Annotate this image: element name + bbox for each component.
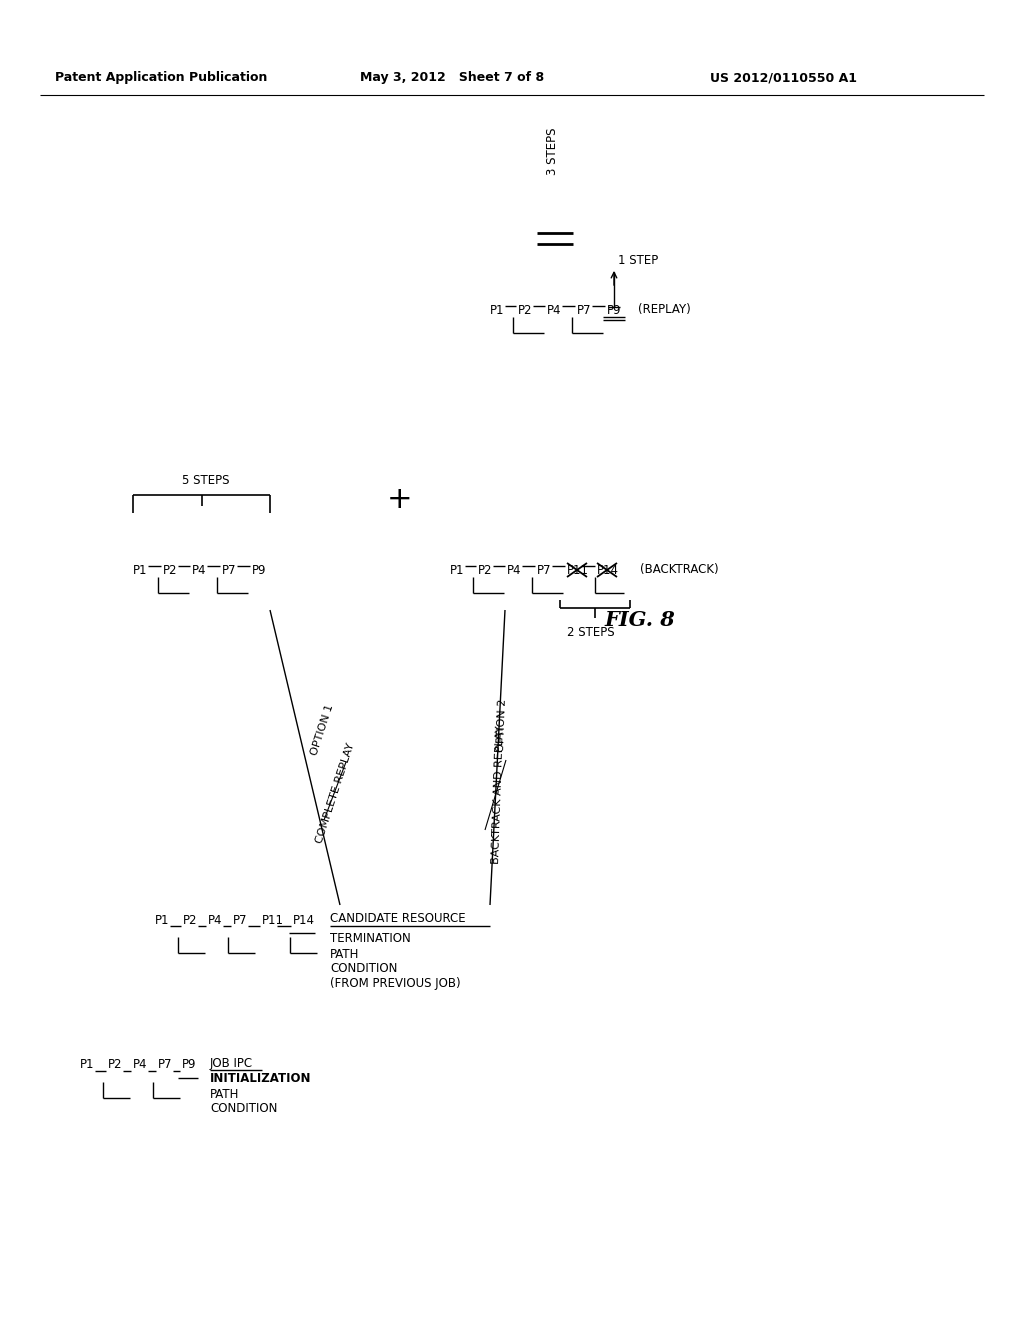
Text: Patent Application Publication: Patent Application Publication [55,71,267,84]
Text: P9: P9 [182,1059,197,1072]
Text: PATH: PATH [210,1088,240,1101]
Text: FIG. 8: FIG. 8 [604,610,676,630]
Text: +: + [387,486,413,515]
Text: OPTION 2: OPTION 2 [496,698,508,752]
Text: P4: P4 [133,1059,147,1072]
Text: P9: P9 [607,304,622,317]
Text: P7: P7 [158,1059,172,1072]
Text: 1 STEP: 1 STEP [618,253,658,267]
Text: BACKTRACK AND REPLAY: BACKTRACK AND REPLAY [490,726,506,865]
Text: P2: P2 [478,564,493,577]
Text: P14: P14 [597,564,618,577]
Text: P7: P7 [537,564,552,577]
Text: PATH: PATH [330,948,359,961]
Text: P1: P1 [155,913,170,927]
Text: (BACKTRACK): (BACKTRACK) [640,564,719,577]
Text: P1: P1 [133,564,147,577]
Text: May 3, 2012   Sheet 7 of 8: May 3, 2012 Sheet 7 of 8 [360,71,544,84]
Text: (FROM PREVIOUS JOB): (FROM PREVIOUS JOB) [330,978,461,990]
Text: P7: P7 [577,304,592,317]
Text: P2: P2 [518,304,532,317]
Text: 3 STEPS: 3 STEPS [547,128,559,176]
Text: (REPLAY): (REPLAY) [638,304,691,317]
Text: P7: P7 [222,564,237,577]
Text: P2: P2 [108,1059,123,1072]
Text: P2: P2 [163,564,177,577]
Text: P9: P9 [252,564,266,577]
Text: INITIALIZATION: INITIALIZATION [210,1072,311,1085]
Text: P4: P4 [507,564,521,577]
Text: P1: P1 [80,1059,94,1072]
Text: P1: P1 [450,564,465,577]
Text: P2: P2 [183,913,198,927]
Text: P14: P14 [293,913,315,927]
Text: CONDITION: CONDITION [330,962,397,975]
Text: COMPLETE REPLAY: COMPLETE REPLAY [314,742,356,845]
Text: P4: P4 [547,304,561,317]
Text: 5 STEPS: 5 STEPS [181,474,229,487]
Text: P1: P1 [490,304,505,317]
Text: P7: P7 [233,913,248,927]
Text: P11: P11 [262,913,284,927]
Text: JOB IPC: JOB IPC [210,1056,253,1069]
Text: CANDIDATE RESOURCE: CANDIDATE RESOURCE [330,912,466,924]
Text: CONDITION: CONDITION [210,1102,278,1115]
Text: OPTION 1: OPTION 1 [309,704,335,756]
Text: P11: P11 [567,564,589,577]
Text: P4: P4 [208,913,222,927]
Text: 2 STEPS: 2 STEPS [567,626,614,639]
Text: TERMINATION: TERMINATION [330,932,411,945]
Text: P4: P4 [193,564,207,577]
Text: US 2012/0110550 A1: US 2012/0110550 A1 [710,71,857,84]
